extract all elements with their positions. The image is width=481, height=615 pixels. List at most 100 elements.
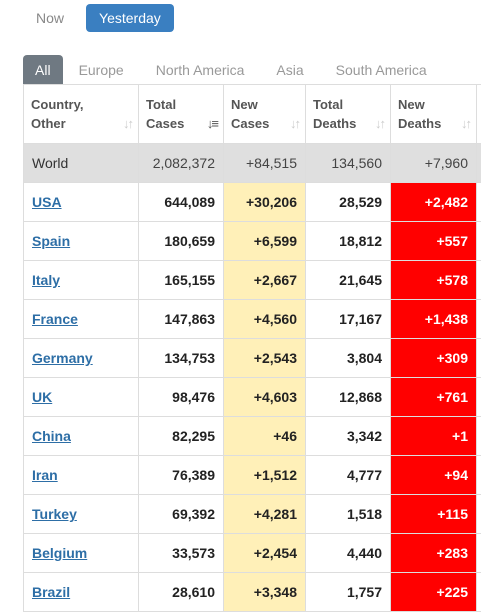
table-row: Spain 180,659 +6,599 18,812 +557 (23, 221, 481, 261)
country-link[interactable]: USA (32, 194, 62, 210)
country-cell: Spain (23, 221, 139, 261)
country-link[interactable]: Brazil (32, 584, 71, 600)
time-tabs: Now Yesterday (22, 4, 174, 32)
table-row: UK 98,476 +4,603 12,868 +761 (23, 377, 481, 417)
tab-now[interactable]: Now (36, 10, 65, 26)
header-total-deaths[interactable]: Total Deaths ↓↑ (305, 84, 391, 144)
total-deaths-cell: 134,560 (305, 143, 391, 183)
new-deaths-cell: +283 (390, 533, 477, 573)
country-cell: Iran (23, 455, 139, 495)
tab-north-america[interactable]: North America (155, 62, 245, 78)
header-new-deaths[interactable]: New Deaths ↓↑ (390, 84, 477, 144)
total-deaths-cell: 28,529 (305, 182, 391, 222)
new-cases-cell: +4,603 (223, 377, 306, 417)
new-cases-cell: +46 (223, 416, 306, 456)
country-link[interactable]: UK (32, 389, 53, 405)
country-link[interactable]: Spain (32, 233, 71, 249)
total-deaths-cell: 3,804 (305, 338, 391, 378)
total-cases-cell: 76,389 (138, 455, 224, 495)
new-cases-cell: +2,667 (223, 260, 306, 300)
country-cell: Belgium (23, 533, 139, 573)
new-deaths-cell: +1,438 (390, 299, 477, 339)
new-deaths-cell: +557 (390, 221, 477, 261)
table-row: USA 644,089 +30,206 28,529 +2,482 (23, 182, 481, 222)
world-row: World 2,082,372 +84,515 134,560 +7,960 (23, 143, 481, 183)
header-label: Total (313, 97, 344, 112)
country-link[interactable]: Turkey (32, 506, 77, 522)
total-cases-cell: 147,863 (138, 299, 224, 339)
country-link[interactable]: Belgium (32, 545, 88, 561)
total-deaths-cell: 3,342 (305, 416, 391, 456)
header-total-cases[interactable]: Total Cases ↓≡ (138, 84, 224, 144)
sort-icon: ↓↑ (290, 116, 301, 131)
new-deaths-cell: +115 (390, 494, 477, 534)
sort-icon: ↓↑ (461, 116, 472, 131)
header-label: Cases (231, 116, 270, 131)
country-link[interactable]: Iran (32, 467, 58, 483)
new-cases-cell: +3,348 (223, 572, 306, 612)
total-deaths-cell: 21,645 (305, 260, 391, 300)
total-deaths-cell: 4,777 (305, 455, 391, 495)
total-cases-cell: 82,295 (138, 416, 224, 456)
tab-yesterday[interactable]: Yesterday (86, 4, 174, 32)
total-cases-cell: 28,610 (138, 572, 224, 612)
new-cases-cell: +4,560 (223, 299, 306, 339)
header-new-cases[interactable]: New Cases ↓↑ (223, 84, 306, 144)
overflow-cell (476, 416, 481, 456)
total-deaths-cell: 1,518 (305, 494, 391, 534)
header-country[interactable]: Country, Other ↓↑ (23, 84, 139, 144)
header-label: Deaths (398, 116, 442, 131)
total-cases-cell: 98,476 (138, 377, 224, 417)
new-deaths-cell: +309 (390, 338, 477, 378)
table-row: Turkey 69,392 +4,281 1,518 +115 (23, 494, 481, 534)
sort-icon: ↓↑ (375, 116, 386, 131)
tab-europe[interactable]: Europe (78, 62, 124, 78)
header-label: Total (146, 97, 177, 112)
tab-all[interactable]: All (23, 55, 63, 84)
total-deaths-cell: 17,167 (305, 299, 391, 339)
new-deaths-cell: +94 (390, 455, 477, 495)
total-cases-cell: 644,089 (138, 182, 224, 222)
country-link[interactable]: France (32, 311, 78, 327)
country-cell: Italy (23, 260, 139, 300)
header-label: Deaths (313, 116, 357, 131)
overflow-cell (476, 299, 481, 339)
country-cell: Germany (23, 338, 139, 378)
overflow-cell (476, 494, 481, 534)
header-overflow (476, 84, 481, 144)
country-link[interactable]: Germany (32, 350, 93, 366)
total-cases-cell: 69,392 (138, 494, 224, 534)
country-link[interactable]: China (32, 428, 71, 444)
overflow-cell (476, 572, 481, 612)
country-cell: France (23, 299, 139, 339)
country-cell: UK (23, 377, 139, 417)
table-row: Iran 76,389 +1,512 4,777 +94 (23, 455, 481, 495)
header-label: New (398, 97, 425, 112)
new-cases-cell: +1,512 (223, 455, 306, 495)
new-cases-cell: +2,543 (223, 338, 306, 378)
new-deaths-cell: +578 (390, 260, 477, 300)
country-cell: China (23, 416, 139, 456)
new-deaths-cell: +2,482 (390, 182, 477, 222)
sort-icon: ↓↑ (123, 116, 134, 131)
new-cases-cell: +6,599 (223, 221, 306, 261)
country-link[interactable]: Italy (32, 272, 61, 288)
new-cases-cell: +4,281 (223, 494, 306, 534)
total-cases-cell: 134,753 (138, 338, 224, 378)
tab-asia[interactable]: Asia (276, 62, 304, 78)
total-cases-cell: 165,155 (138, 260, 224, 300)
total-deaths-cell: 12,868 (305, 377, 391, 417)
overflow-cell (476, 182, 481, 222)
overflow-cell (476, 143, 481, 183)
total-cases-cell: 180,659 (138, 221, 224, 261)
overflow-cell (476, 221, 481, 261)
tab-south-america[interactable]: South America (335, 62, 427, 78)
country-cell: Turkey (23, 494, 139, 534)
table-row: China 82,295 +46 3,342 +1 (23, 416, 481, 456)
overflow-cell (476, 260, 481, 300)
total-deaths-cell: 1,757 (305, 572, 391, 612)
table-row: Brazil 28,610 +3,348 1,757 +225 (23, 572, 481, 612)
overflow-cell (476, 377, 481, 417)
new-deaths-cell: +1 (390, 416, 477, 456)
new-deaths-cell: +225 (390, 572, 477, 612)
